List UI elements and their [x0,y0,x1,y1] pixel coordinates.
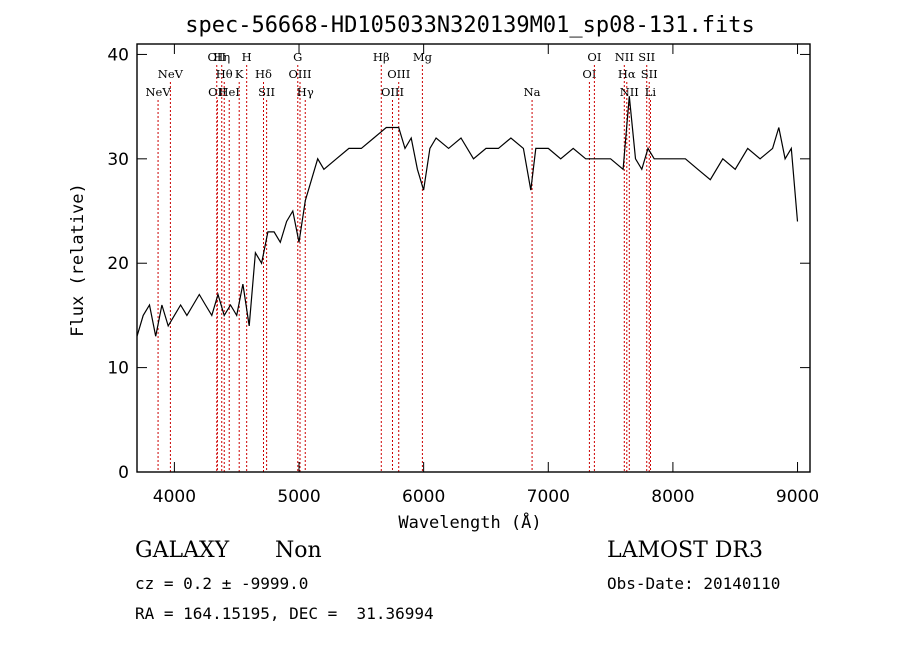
line-label: OIII [381,85,404,99]
x-tick-label: 6000 [402,487,445,507]
cz-text: cz = 0.2 ± -9999.0 [135,574,309,593]
line-label: OII [208,85,227,99]
subclass-label: Non [275,538,322,563]
y-tick-label: 10 [107,359,129,379]
line-label: Hθ [216,67,233,81]
obs-date-text: Obs-Date: 20140110 [607,574,781,593]
chart-title: spec-56668-HD105033N320139M01_sp08-131.f… [185,13,755,38]
line-label: OIII [387,67,410,81]
line-label: Na [524,85,541,99]
x-tick-label: 5000 [277,487,320,507]
class-label: GALAXY [135,538,230,563]
y-tick-label: 0 [118,463,129,483]
line-label: G [293,50,302,64]
line-label: NII [615,50,634,64]
line-label: Mg [413,50,433,64]
line-label: Hβ [373,50,390,64]
line-label: OII [208,50,227,64]
axis-ticks: 4000 5000 6000 7000 8000 9000 0 10 20 30 40 [107,44,819,507]
y-tick-label: 30 [107,150,129,170]
plot-frame [136,43,811,473]
x-tick-label: 4000 [153,487,196,507]
line-label: Hδ [255,67,272,81]
line-label: SII [258,85,275,99]
spectrum-series-line [136,96,799,337]
y-tick-label: 20 [107,254,129,274]
line-label: K [235,67,244,81]
emission-line-markers: NeVNeVOIIOIIHηHθHeIKHHδSIIGOIIIHγHβOIIIO… [145,50,658,472]
radec-text: RA = 164.15195, DEC = 31.36994 [135,604,434,623]
y-axis-label: Flux (relative) [68,183,88,337]
line-label: SII [641,67,658,81]
line-label: OI [582,67,596,81]
line-label: NeV [145,85,171,99]
line-label: Hη [213,50,230,64]
x-tick-label: 8000 [651,487,694,507]
line-label: Li [645,85,657,99]
line-label: OI [587,50,601,64]
survey-label: LAMOST DR3 [607,538,763,563]
x-tick-label: 7000 [527,487,570,507]
x-axis-label: Wavelength (Å) [398,511,541,533]
line-label: NII [620,85,639,99]
line-label: Hα [618,67,636,81]
line-label: Hγ [297,85,314,99]
line-label: OIII [288,67,311,81]
line-label: SII [638,50,655,64]
line-label: H [242,50,252,64]
x-tick-label: 9000 [776,487,819,507]
line-label: HeI [219,85,240,99]
line-label: NeV [158,67,184,81]
y-tick-label: 40 [107,45,129,65]
